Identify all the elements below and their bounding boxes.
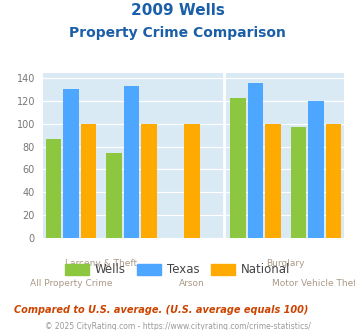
Bar <box>291 127 306 238</box>
Text: Property Crime Comparison: Property Crime Comparison <box>69 26 286 40</box>
Bar <box>81 124 96 238</box>
Legend: Wells, Texas, National: Wells, Texas, National <box>60 259 295 281</box>
Text: Burglary: Burglary <box>267 259 305 268</box>
Bar <box>326 124 341 238</box>
Text: All Property Crime: All Property Crime <box>30 279 112 288</box>
Bar <box>63 88 79 238</box>
Bar <box>184 124 200 238</box>
Bar <box>106 153 122 238</box>
Bar <box>230 98 246 238</box>
Bar <box>248 83 263 238</box>
Text: Arson: Arson <box>179 279 204 288</box>
Bar <box>265 124 281 238</box>
Bar <box>141 124 157 238</box>
Text: Motor Vehicle Theft: Motor Vehicle Theft <box>272 279 355 288</box>
Text: Larceny & Theft: Larceny & Theft <box>65 259 137 268</box>
Bar <box>124 86 139 238</box>
Bar <box>46 139 61 238</box>
Text: 2009 Wells: 2009 Wells <box>131 3 224 18</box>
Bar <box>308 101 324 238</box>
Text: Compared to U.S. average. (U.S. average equals 100): Compared to U.S. average. (U.S. average … <box>14 305 308 315</box>
Text: © 2025 CityRating.com - https://www.cityrating.com/crime-statistics/: © 2025 CityRating.com - https://www.city… <box>45 322 310 330</box>
